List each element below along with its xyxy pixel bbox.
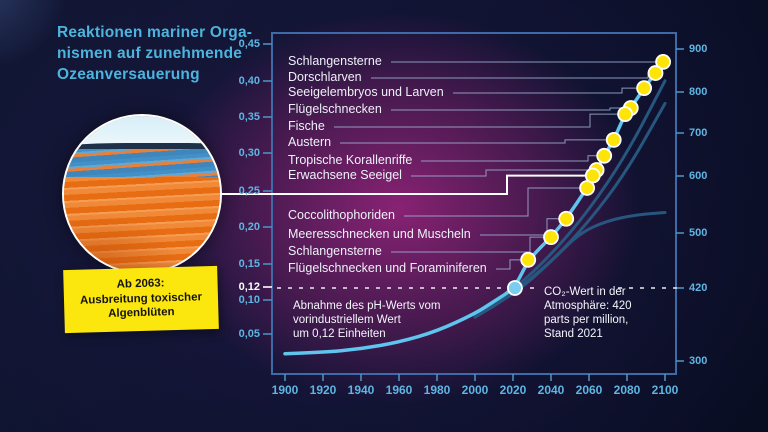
right-axis-tick-label: 300 bbox=[689, 355, 708, 367]
left-axis-tick-label: 0,20 bbox=[238, 221, 260, 233]
x-axis-tick-label: 2020 bbox=[499, 383, 527, 397]
organism-label: Schlangensterne bbox=[288, 54, 382, 68]
organism-label: Coccolithophoriden bbox=[288, 208, 396, 222]
organism-label: Dorschlarven bbox=[288, 70, 362, 84]
organism-label: Flügelschnecken bbox=[288, 102, 382, 116]
photo-link-line bbox=[220, 174, 590, 195]
event-dot bbox=[647, 65, 664, 81]
x-axis-tick-label: 2060 bbox=[575, 383, 603, 397]
event-dot bbox=[584, 167, 601, 184]
co2-scenario-curve bbox=[473, 210, 667, 319]
page-title: Reaktionen mariner Orga- nismen auf zune… bbox=[57, 24, 253, 83]
label-connector-line bbox=[453, 87, 645, 94]
label-connector-line bbox=[421, 155, 605, 162]
x-axis-tick-label: 1960 bbox=[385, 383, 413, 397]
event-dot bbox=[617, 106, 633, 123]
left-axis-tick-label: 0,30 bbox=[238, 147, 260, 159]
event-dot bbox=[520, 251, 537, 268]
photo-treeline bbox=[64, 143, 220, 151]
event-dot bbox=[558, 210, 575, 227]
x-axis-tick-label: 2000 bbox=[461, 383, 489, 397]
label-connector-line bbox=[334, 113, 626, 128]
left-axis-tick-label: 0,05 bbox=[238, 328, 260, 340]
label-connector-line bbox=[404, 187, 588, 217]
label-connector-line bbox=[411, 169, 597, 177]
organism-label: Fische bbox=[288, 119, 325, 133]
left-axis-tick-label: 0,15 bbox=[238, 258, 260, 270]
right-axis-tick-label: 900 bbox=[689, 43, 708, 55]
left-axis-tick-label: 0,10 bbox=[238, 294, 260, 306]
left-axis-tick-label: 0,40 bbox=[238, 75, 260, 87]
label-connector-line bbox=[371, 72, 656, 79]
right-axis-tick-label: 500 bbox=[689, 227, 708, 239]
right-axis-tick-label: 800 bbox=[689, 86, 708, 98]
x-axis-tick-label: 1980 bbox=[423, 383, 451, 397]
co2-scenario-curve bbox=[473, 79, 667, 317]
photo-orange-algae-water bbox=[64, 176, 220, 272]
event-dot bbox=[655, 54, 671, 70]
photo-blue-water bbox=[64, 148, 220, 179]
algae-bloom-photo bbox=[62, 114, 222, 274]
x-axis-tick-label: 1900 bbox=[271, 383, 299, 397]
label-connector-line bbox=[496, 259, 529, 270]
ph-decrease-note: Abnahme des pH-Werts vom vorindustrielle… bbox=[293, 300, 441, 340]
organism-label: Schlangensterne bbox=[288, 244, 382, 258]
event-dot bbox=[596, 147, 613, 164]
organism-label: Erwachsene Seeigel bbox=[288, 168, 402, 182]
event-dot bbox=[543, 229, 559, 246]
organism-label: Meeresschnecken und Muscheln bbox=[288, 227, 471, 241]
label-connector-line bbox=[480, 218, 567, 236]
left-axis-tick-label: 0,35 bbox=[238, 111, 260, 123]
organism-label: Seeigelembryos und Larven bbox=[288, 85, 444, 99]
left-axis-tick-label: 0,12 bbox=[238, 281, 260, 293]
label-connector-line bbox=[391, 107, 631, 111]
plot-frame bbox=[271, 32, 677, 375]
event-dot bbox=[605, 131, 622, 148]
left-axis-tick-label: 0,25 bbox=[238, 185, 260, 197]
x-axis-tick-label: 2080 bbox=[613, 383, 641, 397]
photo-sky bbox=[64, 116, 220, 146]
right-axis-tick-label: 600 bbox=[689, 170, 708, 182]
x-axis-tick-label: 2100 bbox=[651, 383, 679, 397]
left-axis-tick-label: 0,45 bbox=[238, 38, 260, 50]
x-axis-tick-label: 2040 bbox=[537, 383, 565, 397]
label-connector-line bbox=[391, 236, 551, 253]
label-connector-line bbox=[340, 139, 614, 144]
organism-label: Tropische Korallenriffe bbox=[288, 153, 413, 167]
right-axis-tick-label: 700 bbox=[689, 127, 708, 139]
right-axis-tick-label: 420 bbox=[689, 282, 708, 294]
co2-2021-marker-dot bbox=[507, 280, 523, 296]
x-axis-tick-label: 1920 bbox=[309, 383, 337, 397]
organism-label: Austern bbox=[288, 135, 332, 149]
organism-label: Flügelschnecken und Foraminiferen bbox=[288, 261, 487, 275]
event-dot bbox=[636, 80, 652, 97]
co2-2021-note: CO₂-Wert in der Atmosphäre: 420 parts pe… bbox=[544, 286, 632, 340]
x-axis-tick-label: 1940 bbox=[347, 383, 375, 397]
